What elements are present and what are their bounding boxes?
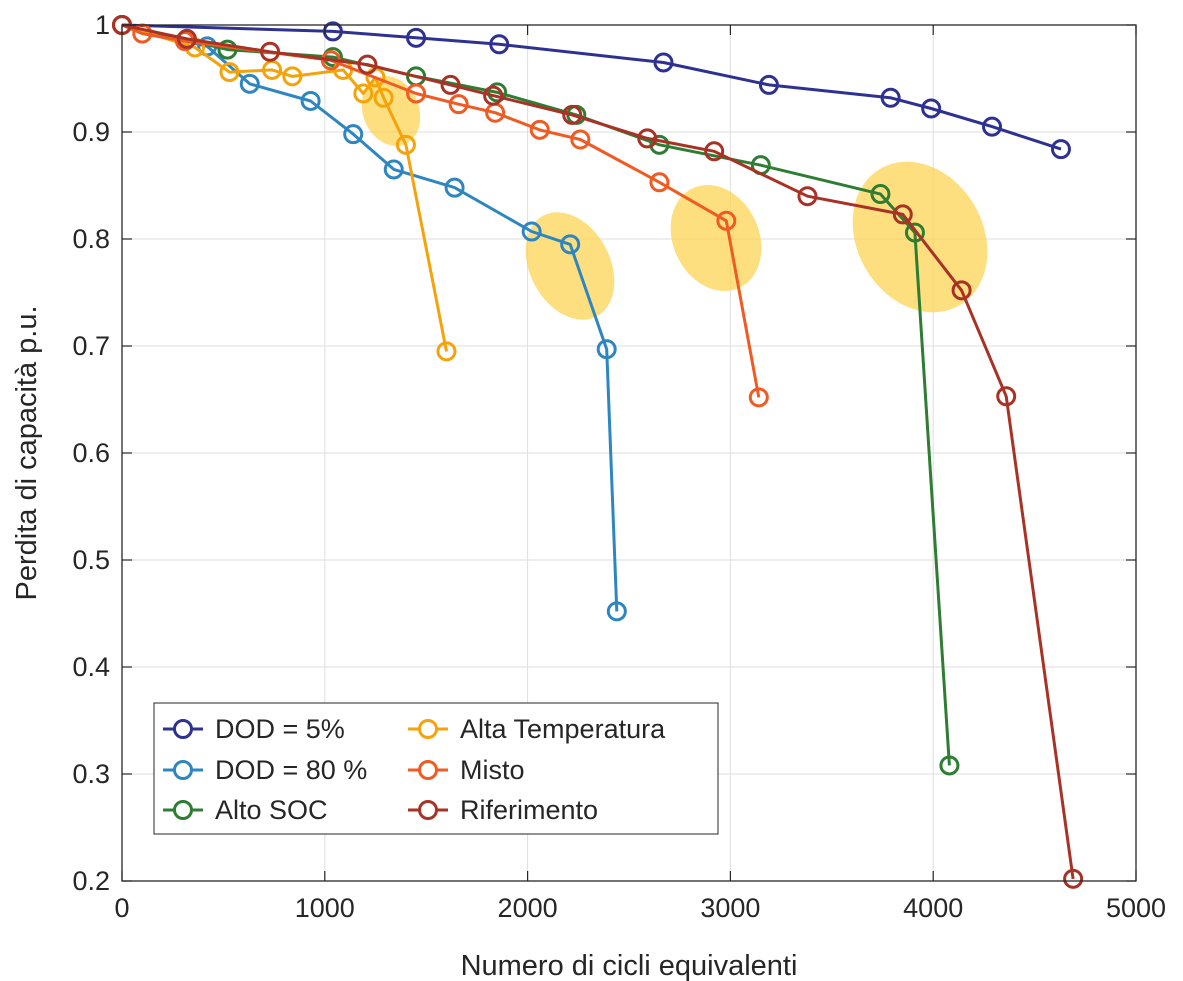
data-point: [373, 87, 394, 108]
data-point: [704, 141, 725, 162]
data-point: [951, 280, 972, 301]
data-point: [1063, 868, 1084, 889]
data-point: [880, 87, 901, 108]
data-point: [637, 128, 658, 149]
legend-marker: [173, 719, 193, 739]
y-axis-label: Perdita di capacità p.u.: [11, 305, 43, 600]
data-point: [892, 204, 913, 225]
series-line: [121, 23, 448, 352]
data-point: [448, 94, 469, 115]
legend-marker: [418, 760, 438, 780]
data-point: [797, 186, 818, 207]
y-tick-label: 0.6: [72, 438, 110, 468]
data-point: [436, 341, 457, 362]
data-point: [300, 90, 321, 111]
x-axis-label: Numero di cicli equivalenti: [461, 950, 798, 981]
data-point: [217, 39, 238, 60]
legend-marker: [173, 800, 193, 820]
data-point: [606, 601, 627, 622]
data-point: [406, 27, 427, 48]
x-tick-label: 5000: [1106, 893, 1166, 923]
series-line: [121, 23, 1062, 151]
x-tick-label: 3000: [700, 893, 760, 923]
legend-item: Riferimento: [408, 795, 598, 825]
y-tick-label: 1: [95, 10, 110, 40]
x-tick-label: 4000: [903, 893, 963, 923]
data-point: [939, 755, 960, 776]
legend-marker: [173, 760, 193, 780]
y-tick-label: 0.5: [72, 545, 110, 575]
x-tick-label: 0: [114, 893, 129, 923]
y-tick-label: 0.8: [72, 224, 110, 254]
series-line: [121, 23, 1075, 880]
data-point: [489, 34, 510, 55]
data-point: [440, 74, 461, 95]
legend-label: DOD = 5%: [215, 714, 345, 744]
data-point: [383, 159, 404, 180]
legend-label: DOD = 80 %: [215, 755, 367, 785]
data-point: [219, 62, 240, 83]
data-point: [649, 172, 670, 193]
data-point: [343, 124, 364, 145]
data-point: [1050, 139, 1071, 160]
legend-label: Alta Temperatura: [460, 714, 666, 744]
x-tick-label: 2000: [498, 893, 558, 923]
legend-label: Misto: [460, 755, 525, 785]
data-point: [562, 104, 583, 125]
data-point: [406, 83, 427, 104]
data-point: [996, 386, 1017, 407]
legend-item: Alto SOC: [163, 795, 328, 825]
data-point: [653, 52, 674, 73]
data-point: [521, 221, 542, 242]
x-tick-label: 1000: [295, 893, 355, 923]
legend-marker: [418, 800, 438, 820]
data-point: [395, 134, 416, 155]
data-point: [560, 234, 581, 255]
data-point: [176, 28, 197, 49]
legend-label: Alto SOC: [215, 795, 328, 825]
data-point: [357, 54, 378, 75]
legend-item: DOD = 5%: [163, 714, 345, 744]
data-point: [260, 41, 281, 62]
data-point: [487, 82, 508, 103]
data-point: [529, 119, 550, 140]
data-point: [748, 387, 769, 408]
highlight-ellipse: [525, 212, 615, 320]
data-point: [904, 222, 925, 243]
y-tick-label: 0.3: [72, 759, 110, 789]
data-point: [596, 339, 617, 360]
data-point: [444, 177, 465, 198]
data-point: [758, 74, 779, 95]
ticks: [121, 24, 1137, 882]
y-tick-label: 0.7: [72, 331, 110, 361]
y-tick-label: 0.2: [72, 866, 110, 896]
legend: DOD = 5% DOD = 80 % Alto SOC Alta Temperatu…: [153, 702, 719, 835]
data-point: [870, 184, 891, 205]
data-point: [353, 83, 374, 104]
legend-label: Riferimento: [460, 795, 598, 825]
data-point: [483, 85, 504, 106]
data-point: [716, 210, 737, 231]
highlight-ellipse: [670, 184, 762, 292]
data-point: [239, 73, 260, 94]
data-point: [921, 98, 942, 119]
legend-marker: [418, 719, 438, 739]
legend-item: Alta Temperatura: [408, 714, 666, 744]
y-tick-label: 0.9: [72, 117, 110, 147]
data-point: [982, 116, 1003, 137]
legend-item: DOD = 80 %: [163, 755, 367, 785]
legend-item: Misto: [408, 755, 525, 785]
tick-labels: 0 1000 2000 3000 4000 5000 0.2 0.3 0.4 0.5 0.6 0.7 0…: [72, 10, 1166, 923]
data-point: [282, 66, 303, 87]
data-point: [570, 129, 591, 150]
y-tick-label: 0.4: [72, 652, 110, 682]
